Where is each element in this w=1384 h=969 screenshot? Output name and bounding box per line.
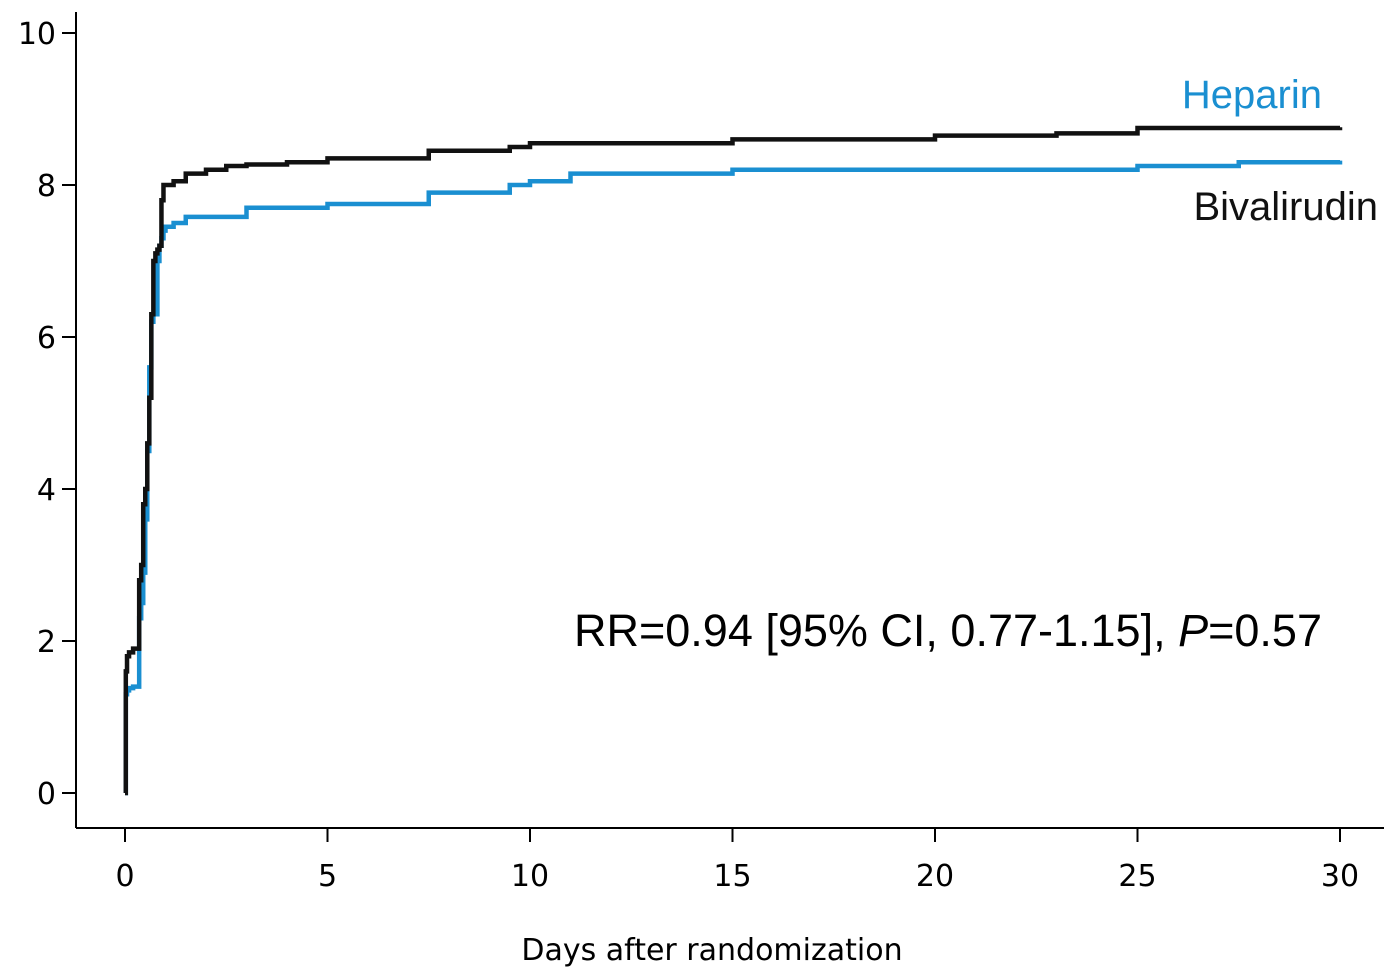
y-tick-label: 6 bbox=[37, 321, 56, 356]
x-tick-label: 30 bbox=[1321, 859, 1359, 894]
x-tick-label: 10 bbox=[511, 859, 549, 894]
y-tick-label: 0 bbox=[37, 777, 56, 812]
series-label-heparin: Heparin bbox=[1182, 73, 1322, 117]
x-tick-label: 5 bbox=[318, 859, 337, 894]
series-line-heparin bbox=[123, 159, 1343, 796]
axes: 0 2 4 6 8 10 0 5 10 15 20 25 30 bbox=[18, 12, 1384, 894]
stats-annotation: RR=0.94 [95% CI, 0.77-1.15], P=0.57 bbox=[574, 605, 1322, 656]
y-tick-label: 4 bbox=[37, 473, 56, 508]
x-axis-title: Days after randomization bbox=[521, 933, 902, 968]
y-tick-label: 2 bbox=[37, 625, 56, 660]
y-tick-label: 8 bbox=[37, 169, 56, 204]
annotation-suffix: =0.57 bbox=[1208, 605, 1322, 656]
x-tick-label: 0 bbox=[115, 859, 134, 894]
annotation-p-symbol: P bbox=[1178, 605, 1208, 656]
series-line-bivalirudin bbox=[123, 125, 1343, 796]
x-tick-label: 20 bbox=[916, 859, 954, 894]
series-layer bbox=[123, 125, 1343, 796]
x-tick-label: 15 bbox=[713, 859, 751, 894]
x-tick-label: 25 bbox=[1118, 859, 1156, 894]
series-label-bivalirudin: Bivalirudin bbox=[1193, 185, 1378, 229]
annotation-prefix: RR=0.94 [95% CI, 0.77-1.15], bbox=[574, 605, 1178, 656]
y-tick-label: 10 bbox=[18, 17, 56, 52]
